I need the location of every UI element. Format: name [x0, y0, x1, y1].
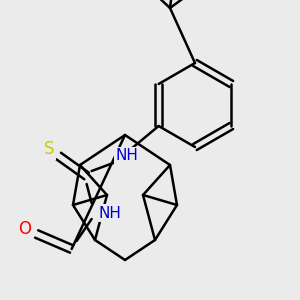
Text: NH: NH [98, 206, 121, 220]
Text: S: S [44, 140, 54, 158]
Text: NH: NH [115, 148, 138, 164]
Text: O: O [18, 220, 31, 238]
